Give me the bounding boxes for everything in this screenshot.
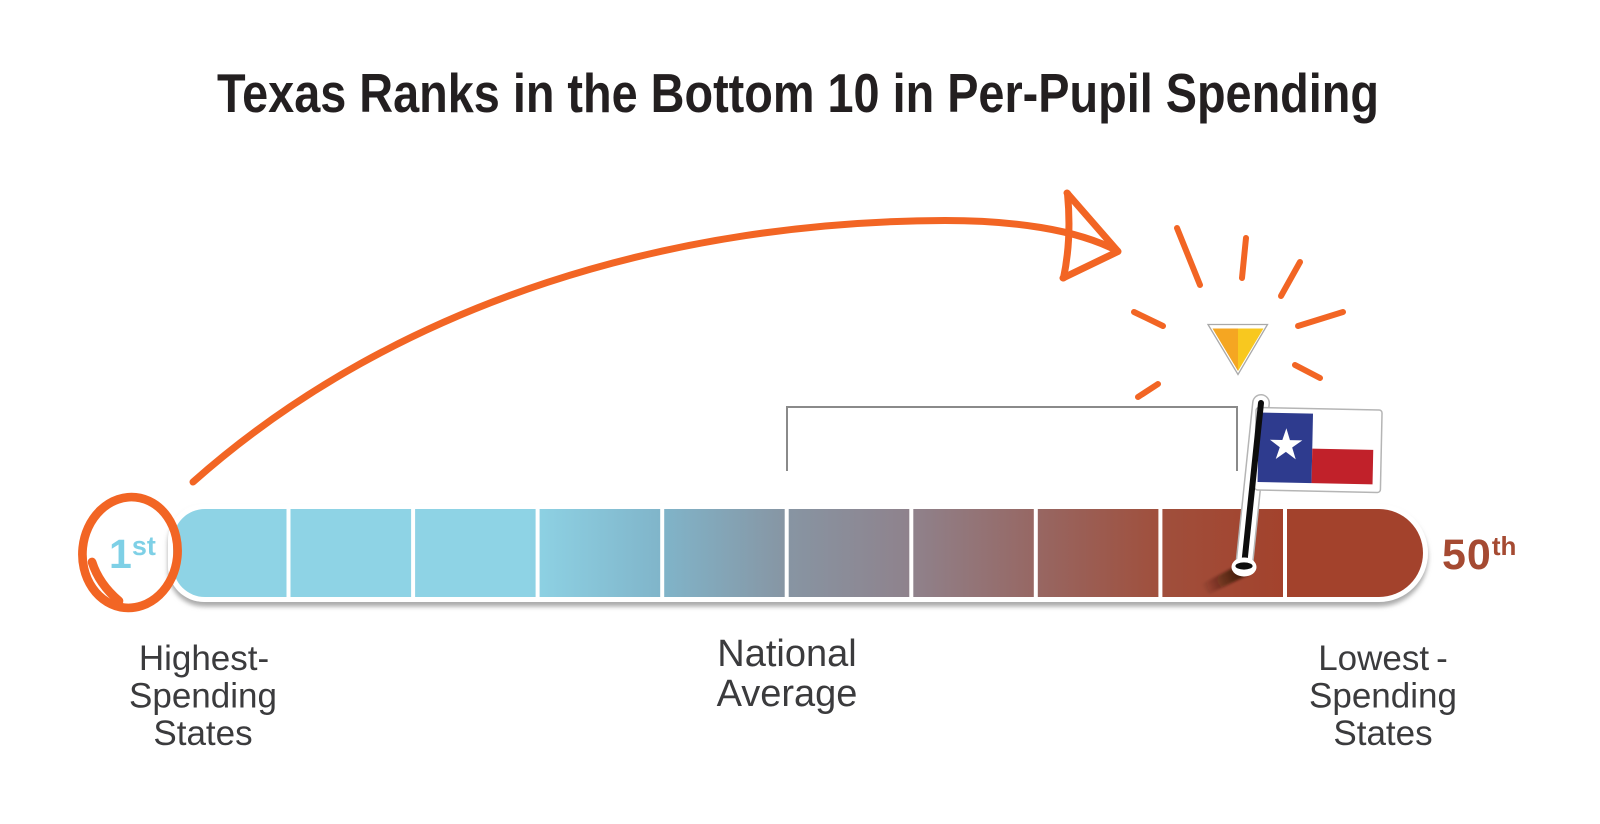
svg-text:Spending: Spending (1309, 677, 1457, 716)
svg-text:Lowest -: Lowest - (1318, 639, 1448, 678)
svg-text:Texas Ranks in the Bottom 10 i: Texas Ranks in the Bottom 10 in Per-Pupi… (217, 63, 1379, 124)
svg-text:National: National (717, 633, 856, 675)
svg-text:1st: 1st (109, 531, 156, 577)
svg-text:Average: Average (717, 673, 858, 715)
svg-text:States: States (1333, 714, 1432, 753)
svg-text:Highest-: Highest- (139, 639, 269, 678)
svg-text:50th: 50th (1442, 531, 1516, 579)
svg-text:States: States (153, 714, 252, 753)
svg-text:Spending: Spending (129, 677, 277, 716)
